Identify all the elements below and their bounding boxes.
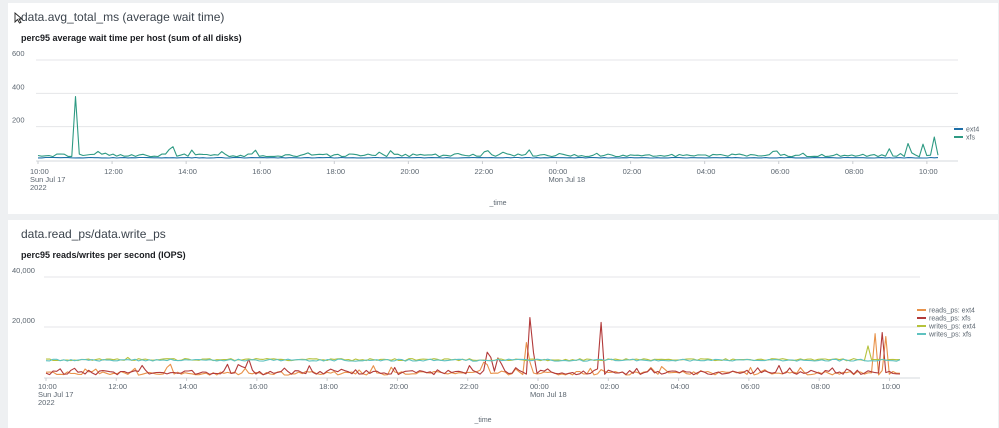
x-tick-label: 04:00 <box>671 382 690 391</box>
x-tick-label: 10:00 <box>38 382 57 391</box>
x-tick-label: 18:00 <box>319 382 338 391</box>
y-tick-label: 200 <box>12 116 25 125</box>
series-line <box>38 156 939 159</box>
x-tick-label: 02:00 <box>600 382 619 391</box>
panel-title: data.avg_total_ms (average wait time) <box>21 10 225 24</box>
legend-label: reads_ps: xfs <box>929 316 971 323</box>
legend-label: ext4 <box>966 127 979 134</box>
y-tick-label: 400 <box>12 82 25 91</box>
x-tick-label: 18:00 <box>326 167 345 176</box>
x-tick-label: 22:00 <box>474 167 493 176</box>
x-tick-sublabel: 2022 <box>38 398 55 407</box>
x-tick-label: 20:00 <box>400 167 419 176</box>
x-tick-label: 04:00 <box>697 167 716 176</box>
x-tick-label: 12:00 <box>108 382 127 391</box>
x-tick-label: 16:00 <box>249 382 268 391</box>
mouse-cursor-icon <box>14 11 24 29</box>
x-tick-label: 14:00 <box>178 167 197 176</box>
series-line <box>45 316 901 376</box>
x-tick-label: 12:00 <box>104 167 123 176</box>
legend-label: reads_ps: ext4 <box>929 308 975 315</box>
wait-time-panel: data.avg_total_ms (average wait time) pe… <box>8 3 998 214</box>
x-tick-label: 06:00 <box>741 382 760 391</box>
legend-label: writes_ps: xfs <box>928 332 972 339</box>
x-tick-label: 20:00 <box>389 382 408 391</box>
x-axis-label: _time <box>488 200 506 207</box>
series-line <box>45 345 901 362</box>
series-line <box>37 96 939 158</box>
x-tick-sublabel: Sun Jul 17 <box>38 390 73 399</box>
x-tick-sublabel: 2022 <box>30 183 47 192</box>
y-tick-label: 600 <box>12 49 25 58</box>
x-tick-label: 06:00 <box>771 167 790 176</box>
x-tick-sublabel: Sun Jul 17 <box>30 175 65 184</box>
iops-panel: data.read_ps/data.write_ps perc95 reads/… <box>8 220 998 428</box>
x-tick-label: 16:00 <box>252 167 271 176</box>
x-axis-label: _time <box>473 417 491 424</box>
y-tick-label: 20,000 <box>12 316 35 325</box>
x-tick-label: 10:00 <box>30 167 49 176</box>
x-tick-label: 08:00 <box>811 382 830 391</box>
x-tick-label: 02:00 <box>623 167 642 176</box>
legend-label: xfs <box>966 135 975 142</box>
x-tick-label: 10:00 <box>919 167 938 176</box>
x-tick-label: 14:00 <box>179 382 198 391</box>
series-line <box>45 358 901 362</box>
x-tick-sublabel: Mon Jul 18 <box>530 390 567 399</box>
x-tick-label: 00:00 <box>530 382 549 391</box>
legend-label: writes_ps: ext4 <box>928 324 976 331</box>
x-tick-label: 00:00 <box>549 167 568 176</box>
y-tick-label: 40,000 <box>12 266 35 275</box>
chart-title: perc95 average wait time per host (sum o… <box>21 33 242 43</box>
x-tick-label: 10:00 <box>881 382 900 391</box>
x-tick-sublabel: Mon Jul 18 <box>549 175 586 184</box>
chart-title: perc95 reads/writes per second (IOPS) <box>21 250 186 260</box>
panel-title: data.read_ps/data.write_ps <box>21 227 166 241</box>
x-tick-label: 22:00 <box>460 382 479 391</box>
x-tick-label: 08:00 <box>845 167 864 176</box>
series-line <box>45 333 901 376</box>
